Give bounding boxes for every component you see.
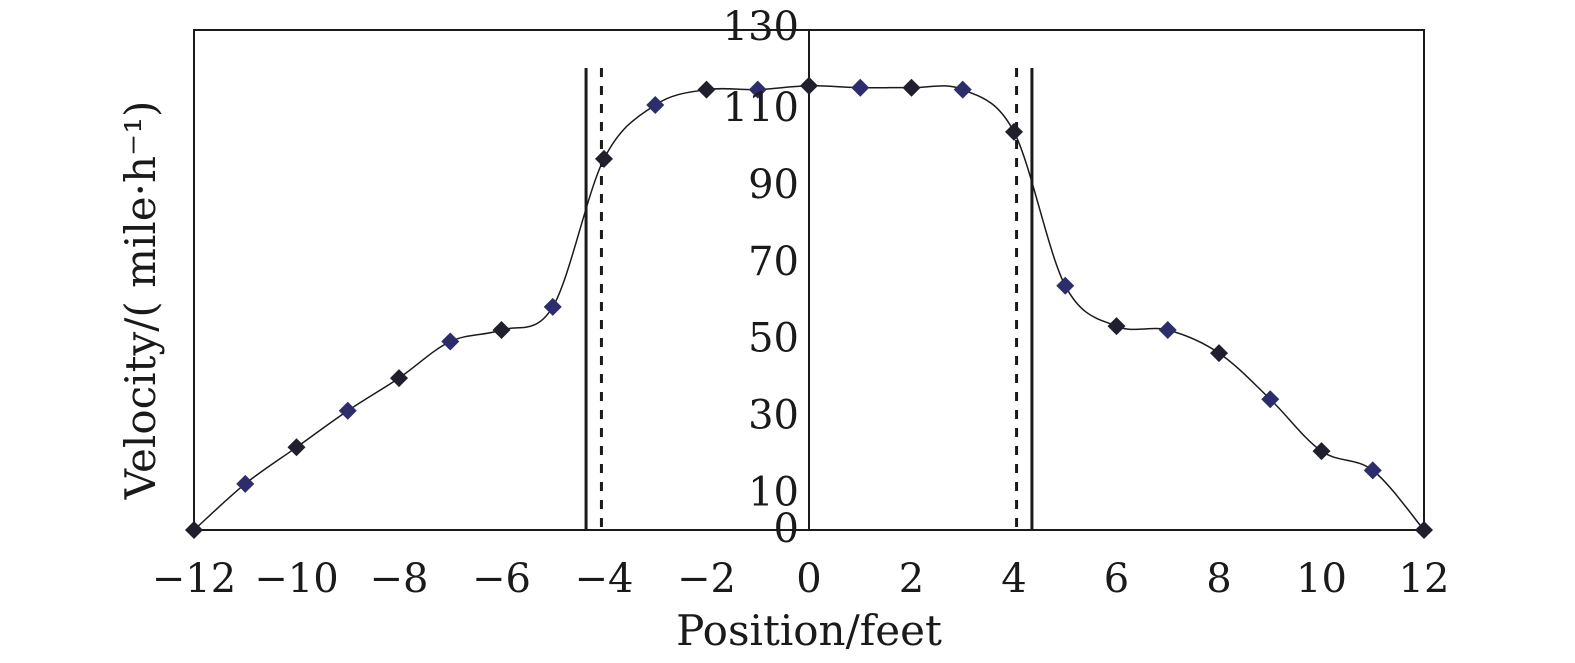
data-point-21 bbox=[1210, 344, 1228, 363]
vertical-marker-lines bbox=[584, 68, 1034, 530]
x-tick-label: 2 bbox=[899, 556, 924, 602]
data-point-25 bbox=[1415, 521, 1433, 539]
x-tick-label: −6 bbox=[472, 556, 531, 602]
x-tick-label: −12 bbox=[152, 556, 236, 602]
data-point-3 bbox=[287, 438, 306, 457]
y-tick-label: 110 bbox=[723, 85, 799, 131]
data-point-2 bbox=[236, 474, 255, 493]
data-point-5 bbox=[390, 369, 408, 388]
data-point-9 bbox=[595, 149, 613, 168]
x-tick-label: −2 bbox=[677, 556, 736, 602]
data-point-11 bbox=[697, 80, 716, 99]
data-point-19 bbox=[1107, 317, 1126, 336]
data-point-10 bbox=[646, 96, 665, 114]
x-tick-label: 8 bbox=[1206, 556, 1231, 602]
data-point-22 bbox=[1261, 390, 1280, 409]
data-point-14 bbox=[851, 78, 870, 97]
y-tick-label: 50 bbox=[748, 316, 799, 362]
data-point-7 bbox=[492, 321, 511, 339]
x-tick-labels: −12 −10 −8 −6 −4 −2 0 2 4 6 8 10 12 bbox=[152, 556, 1450, 602]
data-point-23 bbox=[1312, 442, 1331, 461]
data-point-24 bbox=[1363, 461, 1382, 480]
x-tick-label: −10 bbox=[254, 556, 338, 602]
data-markers bbox=[185, 76, 1433, 539]
x-tick-label: 12 bbox=[1399, 556, 1450, 602]
x-tick-label: 4 bbox=[1001, 556, 1026, 602]
y-tick-label: 0 bbox=[774, 506, 799, 552]
y-axis-title: Velocity/( mile·h⁻¹) bbox=[116, 101, 165, 501]
y-tick-labels: 010 30 50 70 90 110 130 bbox=[723, 4, 799, 552]
y-tick-label: 30 bbox=[748, 393, 799, 439]
data-point-8 bbox=[543, 297, 562, 316]
data-point-12 bbox=[748, 80, 767, 99]
data-point-15 bbox=[902, 78, 921, 97]
y-tick-label: 130 bbox=[723, 4, 799, 50]
data-point-18 bbox=[1056, 276, 1075, 295]
y-tick-label: 70 bbox=[748, 239, 799, 285]
x-tick-label: 0 bbox=[796, 556, 821, 602]
x-tick-label: 10 bbox=[1296, 556, 1347, 602]
data-point-13 bbox=[800, 76, 818, 95]
data-point-17 bbox=[1005, 122, 1023, 141]
data-point-1 bbox=[185, 521, 203, 539]
x-axis-title: Position/feet bbox=[676, 606, 942, 655]
data-point-16 bbox=[953, 80, 972, 99]
data-point-20 bbox=[1158, 321, 1177, 339]
y-tick-label: 90 bbox=[748, 162, 799, 208]
x-tick-label: −4 bbox=[575, 556, 634, 602]
data-point-4 bbox=[338, 401, 357, 420]
x-tick-label: 6 bbox=[1104, 556, 1129, 602]
x-tick-label: −8 bbox=[370, 556, 429, 602]
y-tick-label: 10 bbox=[748, 470, 799, 516]
data-point-6 bbox=[441, 332, 460, 351]
